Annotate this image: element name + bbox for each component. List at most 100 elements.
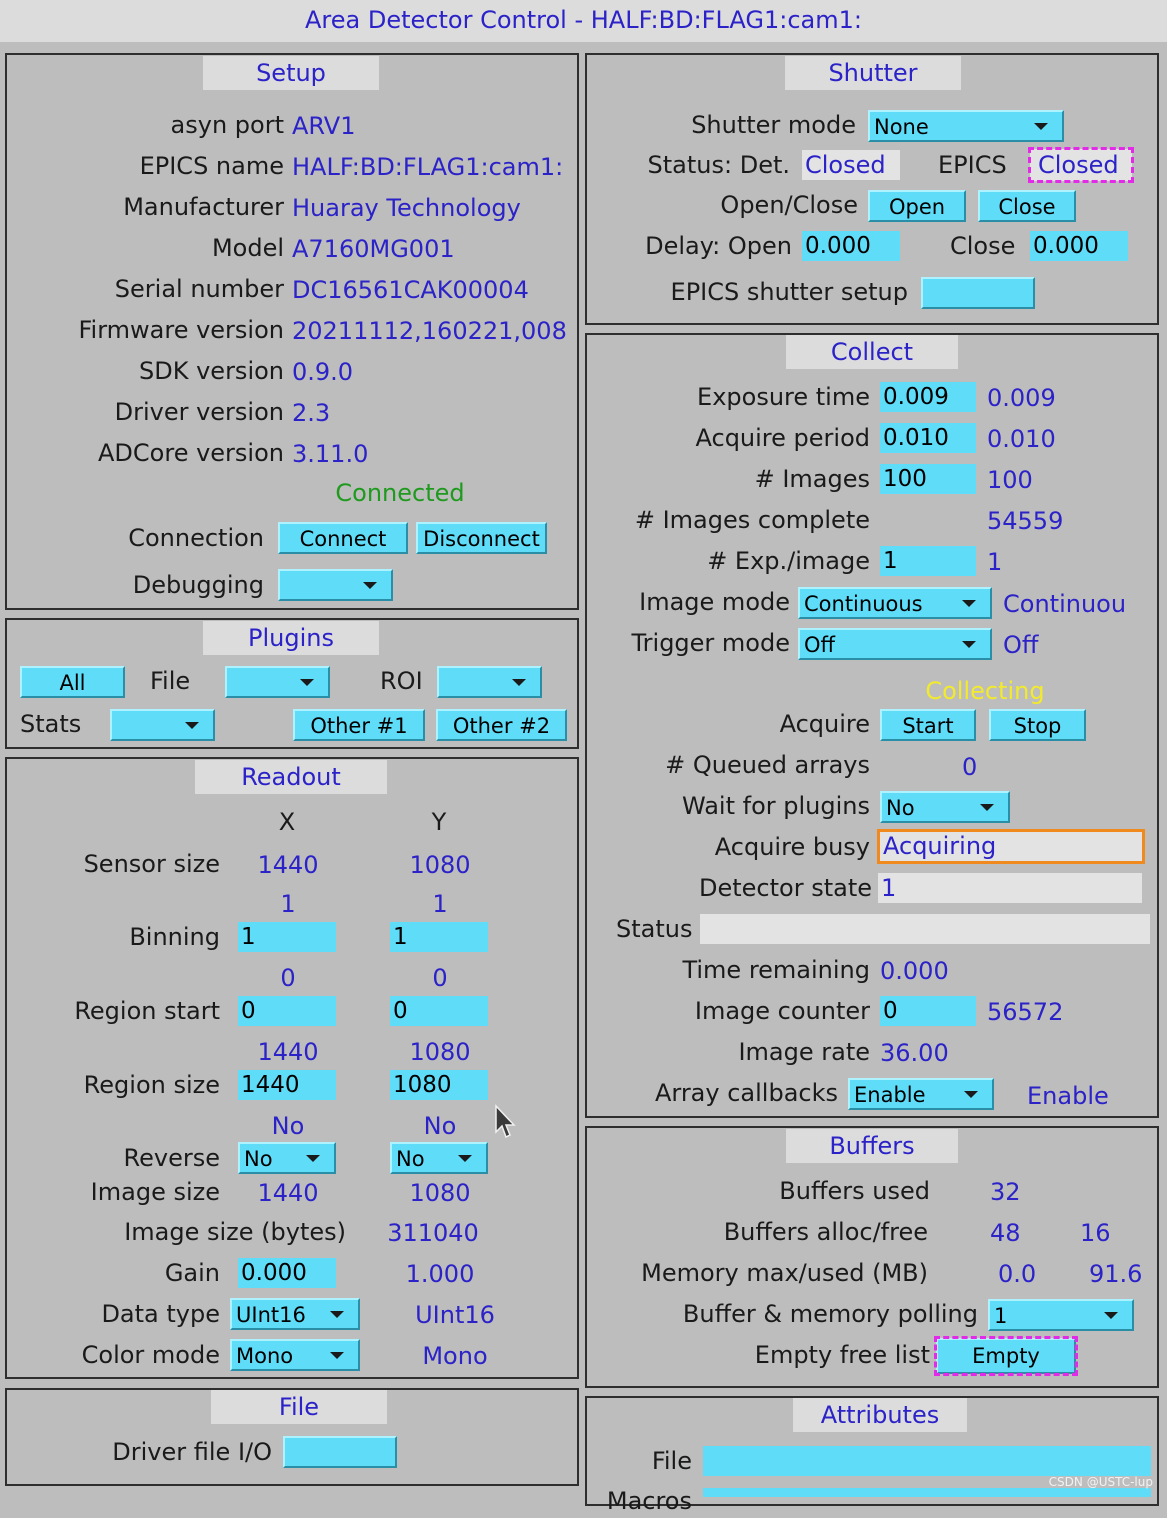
attributes-file-label: File: [651, 1447, 692, 1475]
trigger-mode-select[interactable]: Off: [798, 628, 992, 660]
region-size-label: Region size: [83, 1071, 220, 1099]
debugging-label: Debugging: [132, 571, 264, 599]
empty-free-list-button[interactable]: Empty: [934, 1336, 1078, 1376]
exp-per-image-input[interactable]: 1: [880, 546, 976, 576]
attributes-macros-input[interactable]: [703, 1488, 1151, 1497]
chevron-down-icon: [185, 722, 199, 729]
shutter-open-button[interactable]: Open: [868, 190, 966, 222]
serial-number-value: DC16561CAK00004: [292, 276, 529, 304]
buffer-polling-select[interactable]: 1: [988, 1299, 1134, 1331]
memory-used-value: 91.6: [1089, 1260, 1143, 1288]
epics-shutter-setup-button[interactable]: [921, 277, 1035, 309]
shutter-openclose-label: Open/Close: [720, 191, 858, 219]
acquire-stop-button[interactable]: Stop: [989, 709, 1086, 741]
gain-input[interactable]: 0.000: [238, 1258, 336, 1288]
binning-y-rbv: 1: [432, 890, 448, 918]
plugins-other1-button[interactable]: Other #1: [293, 709, 425, 741]
buffer-polling-label: Buffer & memory polling: [682, 1300, 978, 1328]
chevron-down-icon: [964, 1091, 978, 1098]
num-images-label: # Images: [754, 465, 870, 493]
delay-open-input[interactable]: 0.000: [802, 231, 900, 261]
asyn-port-value: ARV1: [292, 112, 356, 140]
wait-plugins-value: No: [886, 796, 915, 820]
wait-plugins-label: Wait for plugins: [682, 792, 870, 820]
acquire-label: Acquire: [779, 710, 870, 738]
region-size-x-input[interactable]: 1440: [238, 1070, 336, 1100]
disconnect-button[interactable]: Disconnect: [416, 522, 547, 554]
shutter-mode-label: Shutter mode: [691, 111, 856, 139]
binning-x-rbv: 1: [280, 890, 296, 918]
attributes-file-input[interactable]: [703, 1446, 1151, 1476]
plugins-other2-button[interactable]: Other #2: [436, 709, 567, 741]
array-callbacks-rbv: Enable: [1027, 1082, 1109, 1110]
acquire-start-button[interactable]: Start: [880, 709, 976, 741]
wait-plugins-select[interactable]: No: [880, 791, 1010, 823]
binning-y-input[interactable]: 1: [390, 922, 488, 952]
buffers-used-value: 32: [990, 1178, 1021, 1206]
shutter-status-label: Status: Det.: [647, 151, 790, 179]
plugins-stats-select[interactable]: [110, 709, 215, 741]
epics-name-label: EPICS name: [139, 152, 284, 180]
connect-button[interactable]: Connect: [278, 522, 408, 554]
connection-label: Connection: [128, 524, 264, 552]
shutter-panel: [585, 53, 1159, 325]
image-counter-label: Image counter: [694, 997, 870, 1025]
region-start-label: Region start: [74, 997, 220, 1025]
color-mode-select[interactable]: Mono: [230, 1339, 360, 1371]
binning-x-input[interactable]: 1: [238, 922, 336, 952]
acquire-period-input[interactable]: 0.010: [880, 423, 976, 453]
queued-arrays-rbv: 0: [962, 753, 978, 781]
shutter-epics-status: Closed: [1028, 147, 1134, 183]
acquire-period-rbv: 0.010: [987, 425, 1056, 453]
region-start-y-input[interactable]: 0: [390, 996, 488, 1026]
debugging-select[interactable]: [278, 569, 393, 601]
reverse-x-rbv: No: [271, 1112, 305, 1140]
reverse-y-select[interactable]: No: [390, 1142, 488, 1174]
num-images-rbv: 100: [987, 466, 1033, 494]
exposure-time-input[interactable]: 0.009: [880, 382, 976, 412]
plugins-roi-label: ROI: [380, 667, 423, 695]
image-mode-select[interactable]: Continuous: [798, 587, 992, 619]
plugins-file-select[interactable]: [225, 666, 330, 698]
delay-close-input[interactable]: 0.000: [1030, 231, 1128, 261]
plugins-all-button[interactable]: All: [20, 666, 125, 698]
reverse-x-select[interactable]: No: [238, 1142, 336, 1174]
shutter-title: Shutter: [785, 56, 961, 90]
readout-panel: [5, 757, 579, 1379]
shutter-mode-select[interactable]: None: [868, 110, 1064, 142]
chevron-down-icon: [962, 600, 976, 607]
time-remaining-rbv: 0.000: [880, 957, 949, 985]
exp-per-image-label: # Exp./image: [707, 547, 870, 575]
trigger-mode-label: Trigger mode: [631, 629, 790, 657]
region-start-x-input[interactable]: 0: [238, 996, 336, 1026]
empty-free-list-label: Empty free list: [754, 1341, 930, 1369]
data-type-select[interactable]: UInt16: [230, 1298, 360, 1330]
image-size-x: 1440: [257, 1179, 319, 1207]
sensor-size-y: 1080: [409, 851, 471, 879]
image-counter-rbv: 56572: [987, 998, 1064, 1026]
plugins-roi-select[interactable]: [437, 666, 542, 698]
chevron-down-icon: [306, 1155, 320, 1162]
readout-col-x: X: [278, 808, 296, 836]
array-callbacks-select[interactable]: Enable: [848, 1078, 994, 1110]
chevron-down-icon: [458, 1155, 472, 1162]
region-start-y-rbv: 0: [432, 964, 448, 992]
color-mode-value: Mono: [236, 1344, 294, 1368]
region-start-x-rbv: 0: [280, 964, 296, 992]
data-type-value: UInt16: [236, 1303, 306, 1327]
image-size-y: 1080: [409, 1179, 471, 1207]
attributes-title: Attributes: [793, 1398, 967, 1432]
driver-file-io-button[interactable]: [283, 1436, 397, 1468]
shutter-det-status: Closed: [802, 150, 900, 180]
buffer-polling-value: 1: [994, 1304, 1008, 1328]
num-images-input[interactable]: 100: [880, 464, 976, 494]
shutter-close-button[interactable]: Close: [978, 190, 1076, 222]
exp-per-image-rbv: 1: [987, 548, 1003, 576]
sdk-version-label: SDK version: [139, 357, 284, 385]
images-complete-rbv: 54559: [987, 507, 1064, 535]
region-size-y-input[interactable]: 1080: [390, 1070, 488, 1100]
plugins-stats-label: Stats: [20, 710, 82, 738]
image-counter-input[interactable]: 0: [880, 996, 976, 1026]
adcore-version-label: ADCore version: [98, 439, 284, 467]
setup-title: Setup: [203, 56, 379, 90]
